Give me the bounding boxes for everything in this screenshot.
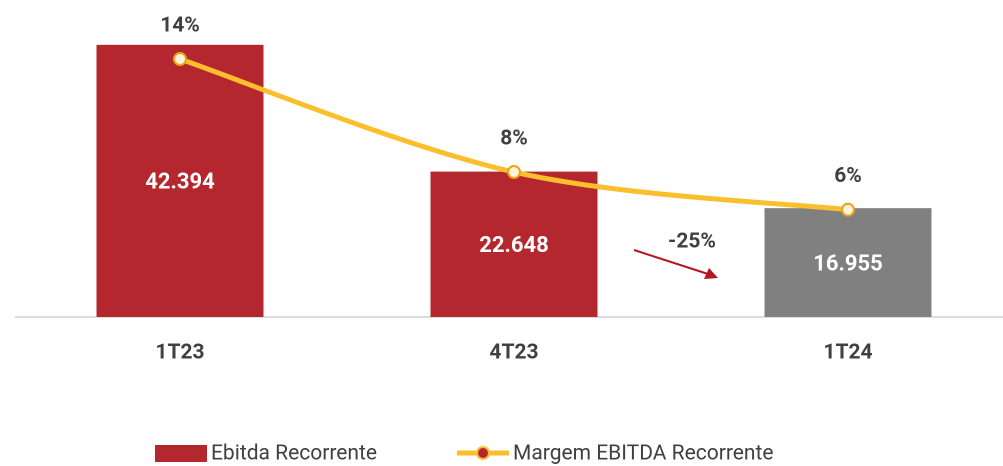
x-tick-label: 1T24 (823, 341, 872, 365)
bar-label: 22.648 (479, 233, 549, 258)
annotation: -25% (668, 230, 716, 254)
line-marker (173, 52, 187, 67)
bar-label: 42.394 (145, 170, 215, 195)
legend-marker (476, 446, 491, 460)
x-tick-label: 1T23 (155, 341, 204, 365)
x-tick-label: 4T23 (489, 341, 538, 365)
bar (96, 44, 264, 318)
arrow-head (704, 268, 718, 279)
bar (764, 208, 932, 317)
line-marker (841, 202, 855, 217)
arrow (633, 249, 709, 275)
line-marker (507, 165, 521, 180)
bar (430, 171, 598, 317)
legend-label: Ebitda Recorrente (211, 442, 377, 466)
legend-label: Margem EBITDA Recorrente (513, 442, 774, 466)
line-label: 8% (500, 127, 528, 151)
line-label: 6% (834, 164, 862, 188)
line-label: 14% (160, 14, 200, 38)
bar-label: 16.955 (813, 251, 883, 276)
legend-swatch (155, 445, 207, 462)
